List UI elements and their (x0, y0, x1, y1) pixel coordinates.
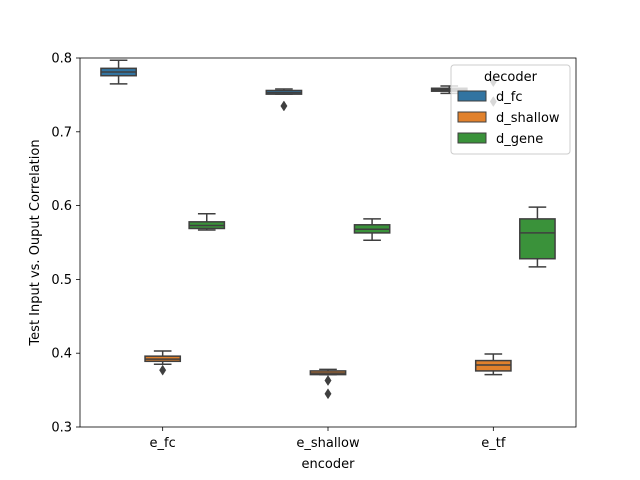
x-tick-label: e_tf (481, 436, 506, 451)
box-group (144, 350, 182, 376)
box-group (100, 59, 137, 85)
y-tick-label: 0.5 (51, 273, 72, 288)
box-group (309, 368, 347, 400)
x-axis: e_fc e_shallow e_tf (150, 427, 506, 451)
y-tick-label: 0.6 (51, 199, 72, 214)
plot-area (100, 59, 556, 400)
outlier-point (324, 375, 332, 386)
box-group (265, 88, 303, 112)
x-tick-label: e_shallow (296, 436, 360, 451)
box-group (353, 218, 391, 242)
y-tick-label: 0.7 (51, 125, 72, 140)
y-tick-label: 0.8 (51, 52, 72, 67)
legend-swatch (457, 132, 487, 144)
legend: decoder d_fc d_shallow d_gene (450, 64, 571, 155)
box-iqr (519, 218, 556, 260)
x-axis-label: encoder (302, 457, 356, 472)
box-group (474, 353, 512, 376)
legend-entry-label: d_gene (496, 132, 543, 147)
legend-swatch (457, 90, 487, 102)
y-axis: 0.3 0.4 0.5 0.6 0.7 0.8 (51, 52, 80, 436)
y-axis-label: Test Input vs. Ouput Correlation (28, 139, 43, 346)
outlier-point (159, 364, 167, 376)
legend-entry-label: d_shallow (496, 111, 560, 126)
legend-swatch (457, 111, 487, 123)
outlier-point (324, 388, 332, 400)
box-group (188, 212, 226, 231)
legend-entry-label: d_fc (496, 90, 522, 105)
box-group (519, 206, 556, 268)
axes-frame (79, 57, 577, 428)
outlier-point (280, 100, 288, 112)
x-tick-label: e_fc (150, 436, 176, 451)
y-tick-label: 0.4 (51, 347, 72, 362)
legend-frame (450, 64, 571, 155)
legend-title: decoder (484, 70, 538, 85)
y-tick-label: 0.3 (51, 421, 72, 436)
